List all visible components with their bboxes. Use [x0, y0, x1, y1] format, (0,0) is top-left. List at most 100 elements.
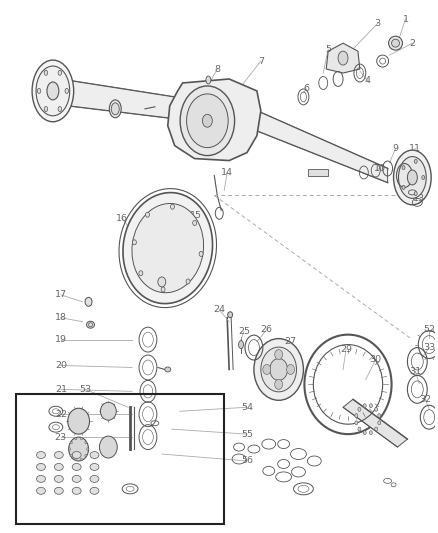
Ellipse shape — [378, 421, 381, 425]
Ellipse shape — [239, 341, 244, 349]
Text: 17: 17 — [55, 290, 67, 300]
Ellipse shape — [81, 438, 82, 440]
Ellipse shape — [338, 51, 348, 65]
Ellipse shape — [72, 487, 81, 494]
Polygon shape — [343, 399, 407, 447]
Ellipse shape — [187, 94, 228, 148]
Ellipse shape — [36, 464, 46, 471]
Ellipse shape — [375, 407, 378, 411]
Ellipse shape — [199, 252, 203, 256]
Ellipse shape — [90, 451, 99, 458]
Ellipse shape — [261, 347, 297, 392]
Text: 53: 53 — [80, 385, 92, 394]
Ellipse shape — [58, 107, 62, 111]
Ellipse shape — [90, 487, 99, 494]
Ellipse shape — [228, 312, 233, 318]
Text: 2: 2 — [410, 39, 415, 47]
Ellipse shape — [158, 277, 166, 287]
Ellipse shape — [36, 66, 70, 116]
Ellipse shape — [110, 100, 121, 118]
Text: 4: 4 — [365, 76, 371, 85]
Ellipse shape — [202, 114, 212, 127]
Ellipse shape — [69, 437, 88, 461]
Ellipse shape — [65, 88, 68, 93]
Ellipse shape — [54, 475, 63, 482]
Ellipse shape — [186, 279, 190, 284]
Ellipse shape — [363, 431, 366, 434]
Ellipse shape — [111, 103, 119, 115]
Ellipse shape — [32, 60, 74, 122]
Text: 32: 32 — [419, 395, 431, 404]
Ellipse shape — [286, 365, 294, 375]
Text: 30: 30 — [370, 355, 382, 364]
Ellipse shape — [254, 338, 304, 400]
Text: 55: 55 — [241, 430, 253, 439]
Ellipse shape — [81, 458, 82, 461]
Text: 8: 8 — [214, 64, 220, 74]
Ellipse shape — [90, 464, 99, 471]
Ellipse shape — [407, 170, 417, 185]
Ellipse shape — [369, 404, 372, 408]
Text: 24: 24 — [213, 305, 225, 314]
Ellipse shape — [180, 86, 235, 156]
Text: 33: 33 — [423, 343, 435, 352]
Ellipse shape — [54, 451, 63, 458]
Text: 6: 6 — [304, 84, 309, 93]
Text: 25: 25 — [238, 327, 250, 336]
Text: 9: 9 — [392, 144, 399, 153]
Ellipse shape — [275, 350, 283, 360]
Text: 12: 12 — [406, 174, 418, 183]
Ellipse shape — [85, 297, 92, 306]
Ellipse shape — [399, 157, 426, 198]
Ellipse shape — [375, 427, 378, 431]
Ellipse shape — [100, 402, 116, 420]
Ellipse shape — [145, 212, 149, 217]
Ellipse shape — [139, 271, 143, 276]
Text: 3: 3 — [374, 19, 381, 28]
Ellipse shape — [392, 39, 399, 47]
Text: 7: 7 — [258, 56, 264, 66]
Text: 14: 14 — [221, 168, 233, 177]
Ellipse shape — [54, 487, 63, 494]
Ellipse shape — [99, 436, 117, 458]
Text: 23: 23 — [55, 433, 67, 442]
Ellipse shape — [170, 204, 174, 209]
Text: 19: 19 — [55, 335, 67, 344]
Ellipse shape — [378, 414, 381, 417]
Text: 5: 5 — [325, 45, 331, 54]
Ellipse shape — [263, 365, 271, 375]
Ellipse shape — [37, 88, 41, 93]
Text: 54: 54 — [241, 403, 253, 412]
Ellipse shape — [87, 321, 95, 328]
Ellipse shape — [363, 404, 366, 408]
Text: 29: 29 — [340, 345, 352, 354]
Polygon shape — [168, 79, 261, 160]
Ellipse shape — [414, 159, 417, 164]
Ellipse shape — [72, 475, 81, 482]
Text: 31: 31 — [409, 367, 421, 376]
Ellipse shape — [69, 448, 71, 450]
Text: 16: 16 — [116, 214, 128, 223]
Bar — [16, 394, 224, 523]
Text: 13: 13 — [413, 194, 425, 203]
Ellipse shape — [402, 166, 405, 169]
Ellipse shape — [358, 427, 361, 431]
Ellipse shape — [58, 70, 62, 75]
Text: 27: 27 — [285, 337, 297, 346]
Text: 18: 18 — [55, 313, 67, 322]
Text: 21: 21 — [55, 385, 67, 394]
Ellipse shape — [75, 458, 77, 461]
Ellipse shape — [193, 221, 197, 225]
Text: 15: 15 — [190, 211, 201, 220]
Ellipse shape — [44, 70, 48, 75]
Ellipse shape — [123, 192, 212, 304]
Ellipse shape — [72, 451, 81, 458]
Ellipse shape — [132, 240, 136, 245]
Ellipse shape — [394, 150, 431, 205]
Polygon shape — [257, 111, 388, 182]
Text: 52: 52 — [423, 325, 435, 334]
Text: 22: 22 — [55, 410, 67, 419]
Ellipse shape — [422, 175, 425, 180]
Text: 1: 1 — [403, 15, 408, 24]
Text: 11: 11 — [410, 144, 421, 153]
